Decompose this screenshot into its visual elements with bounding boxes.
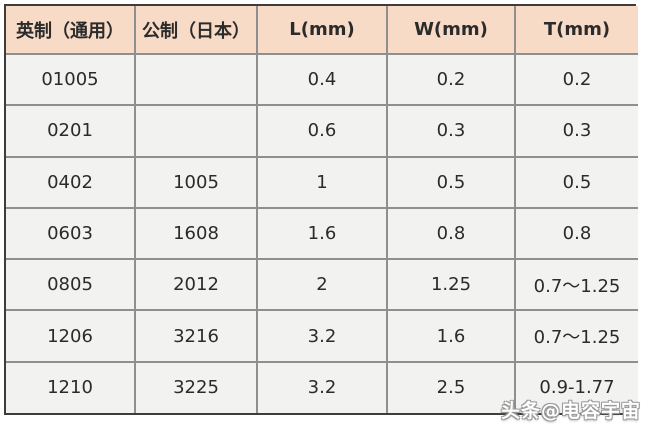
table-body: 01005 0.4 0.2 0.2 0201 0.6 0.3 0.3 0402 1005 1 0.5 0… <box>5 52 639 415</box>
table-cell: 3216 <box>134 309 258 363</box>
table-row: 0805 2012 2 1.25 0.7〜1.25 <box>5 258 639 312</box>
table-header-row: 英制（通用） 公制（日本） L(mm) W(mm) T(mm) <box>5 5 639 55</box>
table-cell <box>134 104 258 158</box>
table-cell: 1.25 <box>386 258 516 312</box>
table-row: 1206 3216 3.2 1.6 0.7〜1.25 <box>5 309 639 363</box>
table-cell: 1005 <box>134 155 258 209</box>
table-cell: 3.2 <box>256 360 388 415</box>
table-row: 0402 1005 1 0.5 0.5 <box>5 155 639 209</box>
table-row: 0201 0.6 0.3 0.3 <box>5 104 639 158</box>
table-cell: 0.7〜1.25 <box>514 309 639 363</box>
table-cell: 0.8 <box>514 206 639 261</box>
package-size-table: 英制（通用） 公制（日本） L(mm) W(mm) T(mm) 01005 0.4… <box>5 5 639 415</box>
table-cell: 0.7〜1.25 <box>514 258 639 312</box>
table-cell: 1.6 <box>386 309 516 363</box>
column-header-imperial: 英制（通用） <box>5 5 136 55</box>
column-header-thickness: T(mm) <box>514 5 639 55</box>
table-cell: 0.5 <box>386 155 516 209</box>
table-cell: 2 <box>256 258 388 312</box>
table-cell: 0201 <box>5 104 136 158</box>
table-cell: 0.5 <box>514 155 639 209</box>
column-header-length: L(mm) <box>256 5 388 55</box>
table-cell: 0603 <box>5 206 136 261</box>
table-cell: 1 <box>256 155 388 209</box>
table-cell: 2012 <box>134 258 258 312</box>
table-cell: 0.4 <box>256 52 388 107</box>
table-cell: 3.2 <box>256 309 388 363</box>
table-cell: 0.3 <box>386 104 516 158</box>
table-cell: 1.6 <box>256 206 388 261</box>
table-cell: 01005 <box>5 52 136 107</box>
table-cell: 0402 <box>5 155 136 209</box>
table-cell: 0.2 <box>514 52 639 107</box>
table-cell: 0.8 <box>386 206 516 261</box>
table-row: 1210 3225 3.2 2.5 0.9-1.77 <box>5 360 639 415</box>
table-cell: 0.2 <box>386 52 516 107</box>
table-cell: 0.3 <box>514 104 639 158</box>
table-cell: 0805 <box>5 258 136 312</box>
table-row: 0603 1608 1.6 0.8 0.8 <box>5 206 639 261</box>
table-cell <box>134 52 258 107</box>
table-cell: 0.9-1.77 <box>514 360 639 415</box>
column-header-width: W(mm) <box>386 5 516 55</box>
table-cell: 3225 <box>134 360 258 415</box>
table-cell: 1608 <box>134 206 258 261</box>
column-header-metric: 公制（日本） <box>134 5 258 55</box>
table-cell: 0.6 <box>256 104 388 158</box>
table-cell: 1210 <box>5 360 136 415</box>
table-cell: 1206 <box>5 309 136 363</box>
table-cell: 2.5 <box>386 360 516 415</box>
table-row: 01005 0.4 0.2 0.2 <box>5 52 639 107</box>
package-size-table-frame: 英制（通用） 公制（日本） L(mm) W(mm) T(mm) 01005 0.4… <box>4 4 639 415</box>
